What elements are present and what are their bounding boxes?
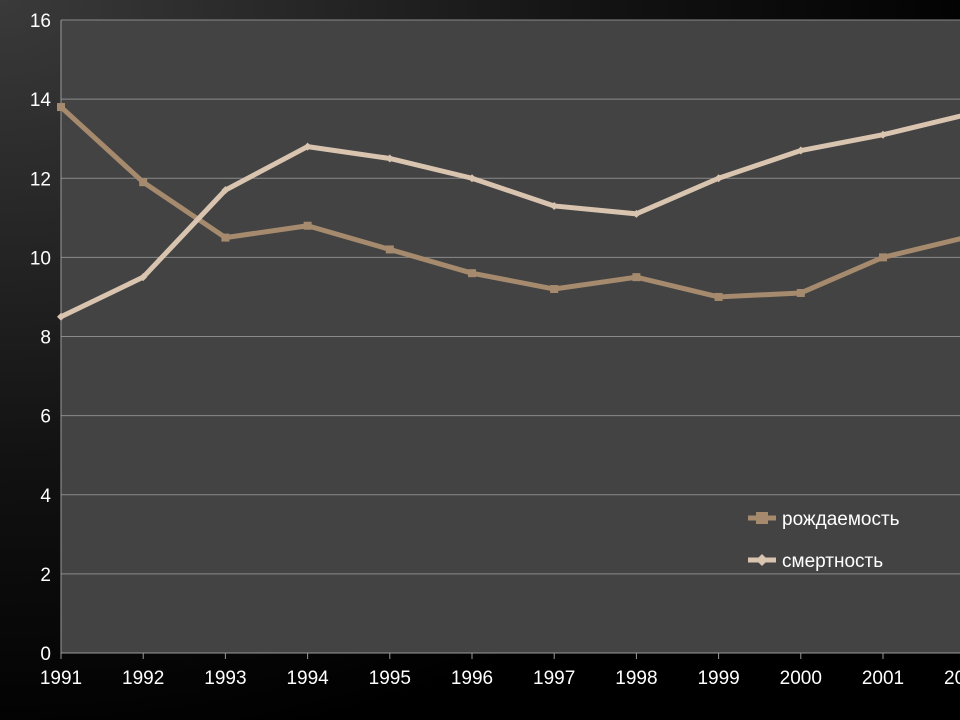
data-point xyxy=(632,209,641,218)
y-tick-label: 16 xyxy=(30,11,51,32)
y-tick-label: 0 xyxy=(40,644,51,665)
data-point xyxy=(221,186,230,195)
y-tick-label: 6 xyxy=(40,407,51,428)
x-tick-label: 1993 xyxy=(204,668,246,689)
data-point xyxy=(796,288,805,297)
x-tick-label: 1996 xyxy=(451,668,493,689)
data-point xyxy=(714,292,723,301)
data-point xyxy=(714,174,723,183)
series-lines xyxy=(57,103,960,321)
y-tick-label: 10 xyxy=(30,248,51,269)
data-point xyxy=(303,142,312,151)
data-point xyxy=(57,103,65,112)
data-point xyxy=(879,253,887,262)
data-point xyxy=(139,273,148,282)
x-tick-label: 1999 xyxy=(697,668,739,689)
x-axis-tick-labels: 1991 1992 1993 1994 1995 1996 1997 1998 1999 2000… xyxy=(40,668,960,689)
data-point xyxy=(632,273,641,282)
x-tick-label: 2001 xyxy=(862,668,904,689)
series-2 xyxy=(57,113,960,321)
data-point xyxy=(550,285,559,294)
data-point xyxy=(796,146,805,155)
data-point xyxy=(385,245,394,254)
y-axis-tick-labels: 0 2 4 6 8 10 12 14 16 xyxy=(30,11,52,665)
x-tick-label: 2002 xyxy=(944,668,960,689)
legend-label: рождаемость xyxy=(782,509,900,530)
series-1 xyxy=(57,103,960,301)
data-point xyxy=(303,221,312,230)
gridlines xyxy=(61,19,960,575)
x-tick-label: 1991 xyxy=(40,668,82,689)
data-point xyxy=(468,269,476,278)
data-point xyxy=(385,154,394,163)
y-tick-label: 2 xyxy=(40,565,51,586)
legend-diamond-icon xyxy=(756,554,768,566)
legend: рождаемость смертность xyxy=(748,509,900,572)
y-tick-label: 12 xyxy=(30,169,51,190)
series-line xyxy=(58,104,960,300)
data-point xyxy=(139,178,148,187)
y-tick-label: 4 xyxy=(40,486,51,507)
data-point xyxy=(57,312,65,321)
x-tick-label: 1998 xyxy=(615,668,657,689)
legend-item: смертность xyxy=(748,551,883,572)
data-point xyxy=(550,201,559,210)
axes xyxy=(60,20,960,659)
legend-square-icon xyxy=(756,512,768,524)
y-tick-label: 8 xyxy=(40,328,51,349)
series-line xyxy=(58,113,960,320)
legend-label: смертность xyxy=(782,551,883,572)
data-point xyxy=(468,174,476,183)
x-tick-label: 1994 xyxy=(286,668,329,689)
y-tick-label: 14 xyxy=(30,90,52,111)
x-tick-label: 2000 xyxy=(780,668,822,689)
x-tick-label: 1992 xyxy=(122,668,164,689)
legend-item: рождаемость xyxy=(748,509,900,530)
x-tick-label: 1997 xyxy=(533,668,575,689)
data-point xyxy=(879,130,887,139)
x-tick-label: 1995 xyxy=(369,668,411,689)
data-point xyxy=(221,233,230,242)
